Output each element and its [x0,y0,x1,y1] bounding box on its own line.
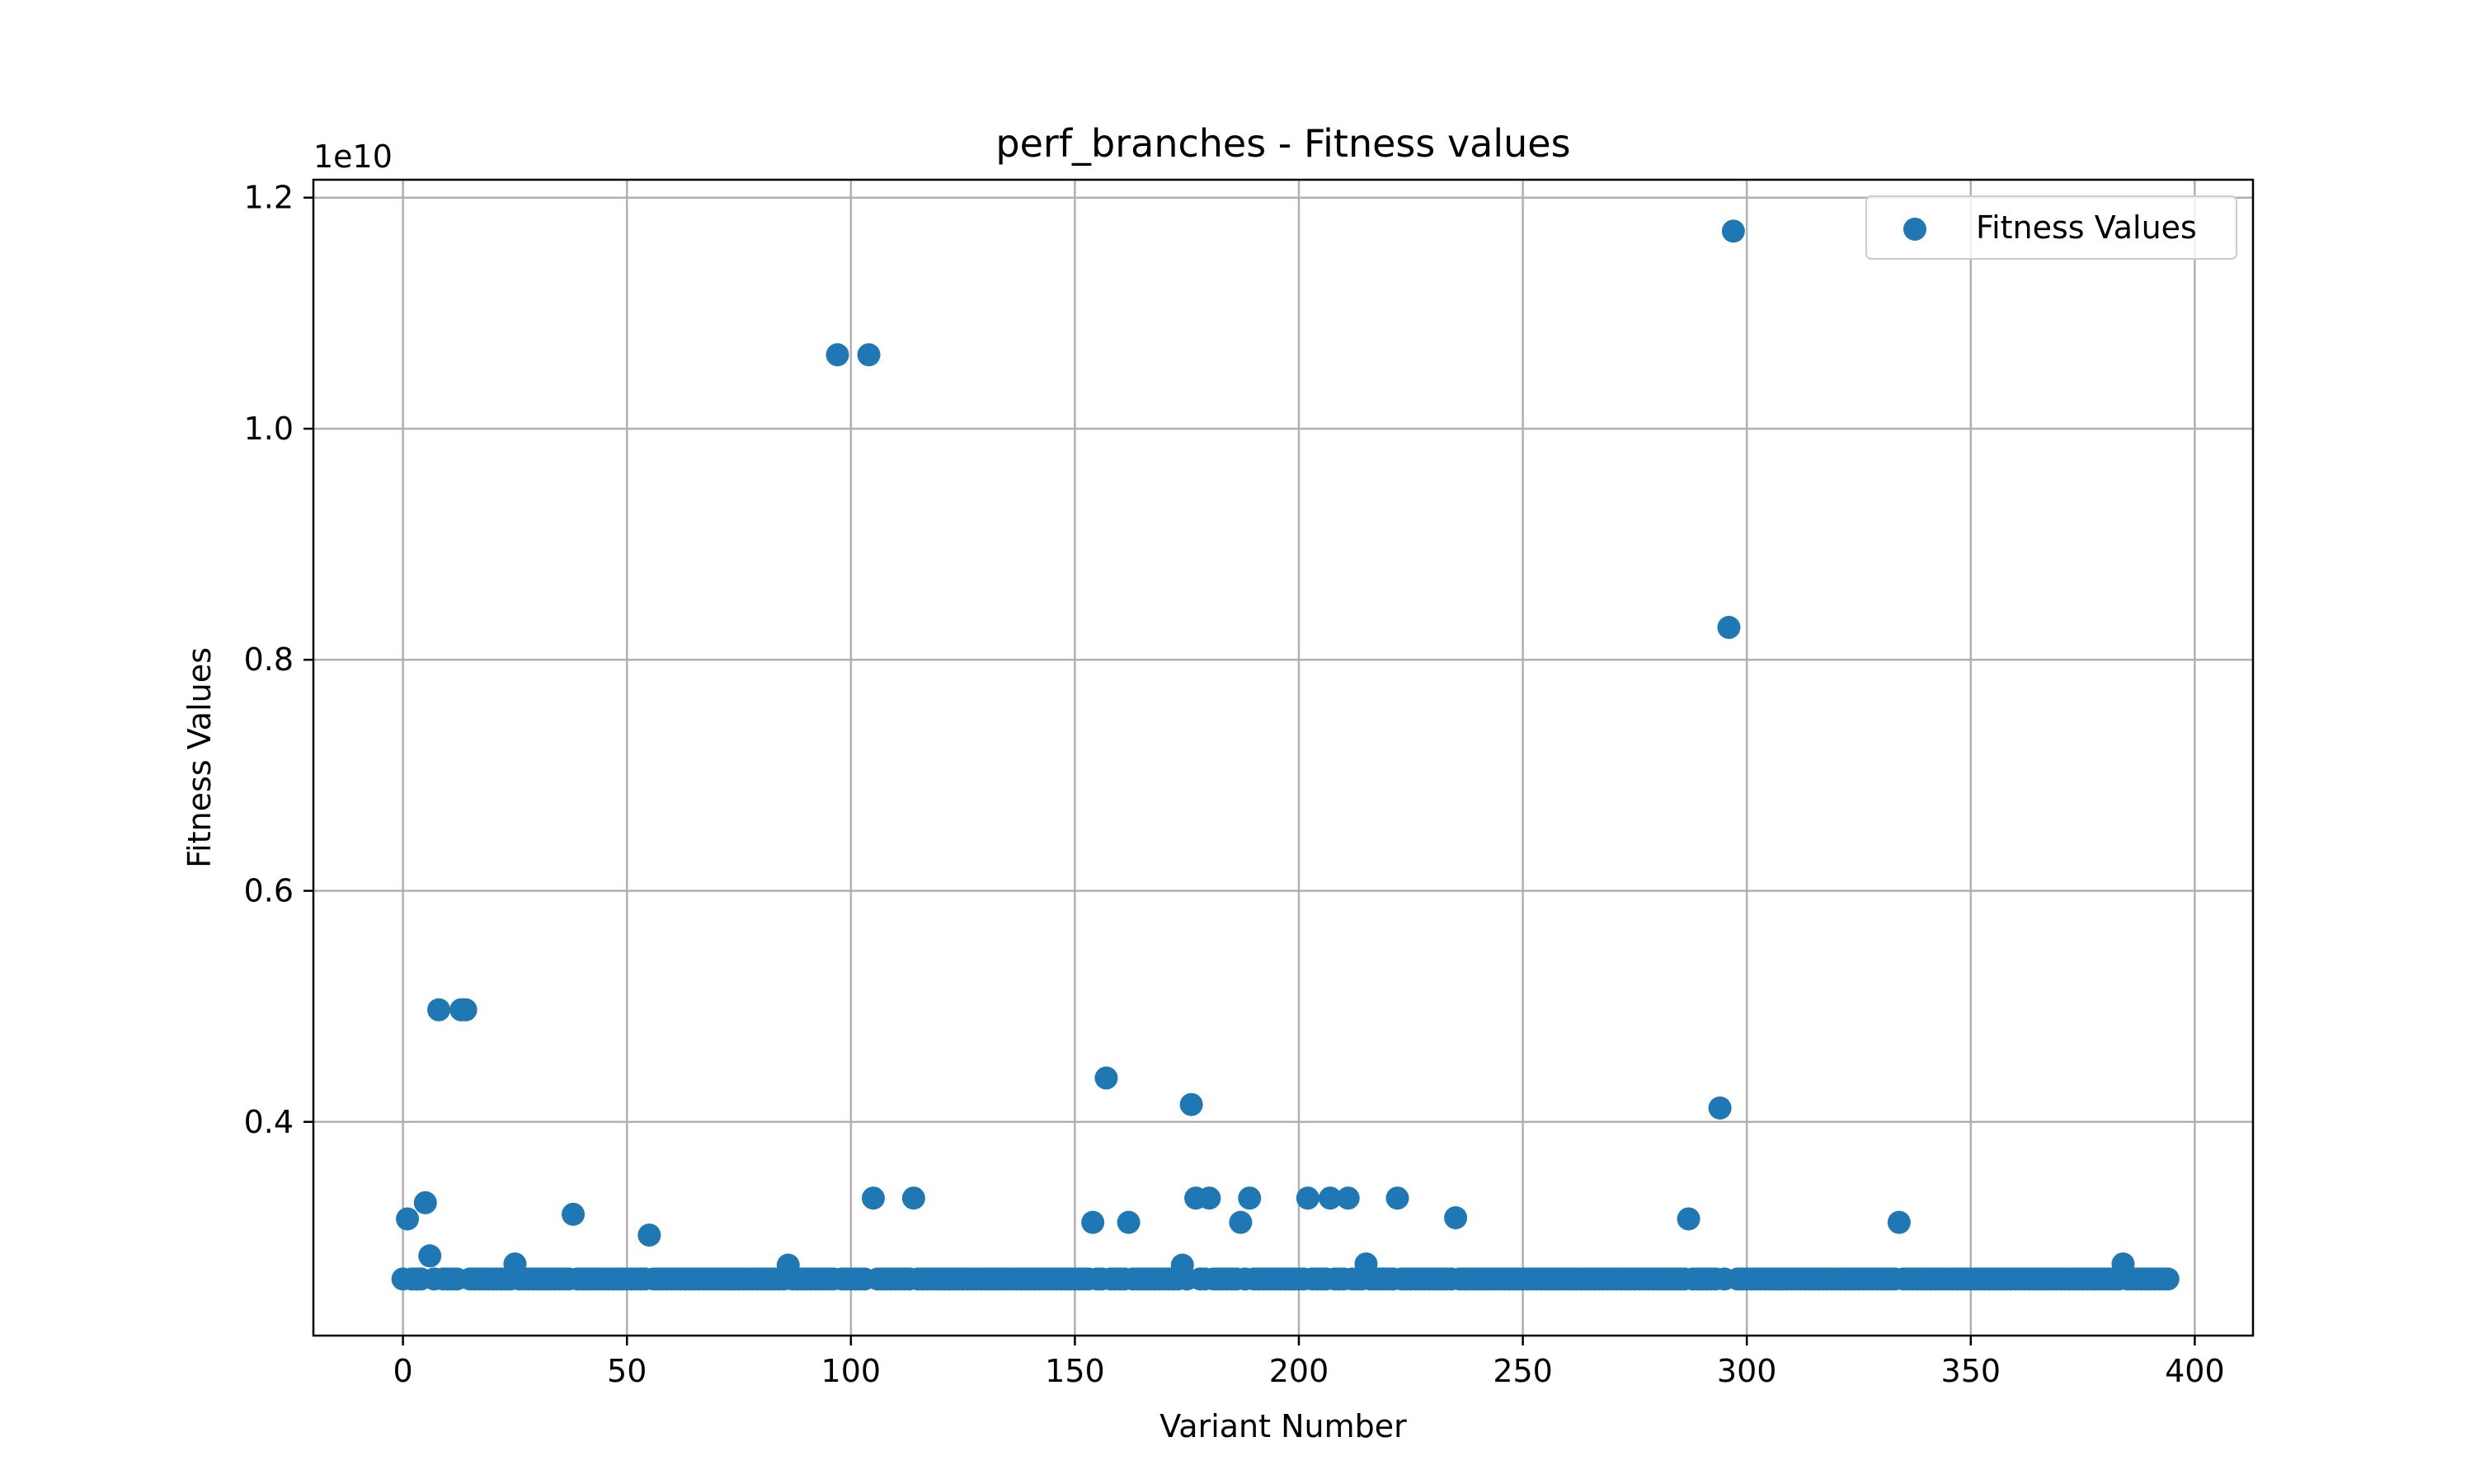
x-tick-label: 400 [2165,1353,2225,1389]
legend: Fitness Values [1865,195,2237,260]
x-tick-label: 250 [1493,1353,1553,1389]
data-point [2156,1267,2180,1291]
legend-marker [1903,218,1926,241]
data-point [1229,1210,1253,1234]
x-tick-label: 0 [393,1353,413,1389]
data-point [1444,1206,1468,1230]
x-tick-label: 150 [1045,1353,1105,1389]
data-point [454,998,477,1021]
data-point [861,1186,885,1210]
data-point [1296,1186,1319,1210]
data-point [427,998,451,1021]
data-point [1179,1092,1203,1116]
y-tick-label: 1.2 [244,180,294,216]
data-point [1336,1186,1360,1210]
y-tick-label: 1.0 [244,411,294,447]
data-point [1717,616,1741,640]
data-point [1238,1186,1262,1210]
data-point [1117,1210,1141,1234]
data-point [825,343,849,367]
data-point [1721,219,1745,243]
y-axis-ticks: 0.4 0.6 0.8 1.0 1.2 [244,180,313,1140]
data-point [637,1223,661,1247]
data-point [1170,1253,1194,1277]
y-tick-label: 0.4 [244,1104,294,1140]
y-axis-offset-label: 1e10 [313,139,393,175]
y-tick-label: 0.6 [244,872,294,909]
data-point [503,1252,527,1276]
x-tick-label: 200 [1269,1353,1329,1389]
data-point [562,1202,586,1226]
plot-area [313,180,2253,1336]
data-point [418,1244,442,1268]
x-axis-label: Variant Number [1159,1408,1407,1444]
data-point [1887,1210,1911,1234]
legend-box [1865,195,2237,260]
chart-title: perf_branches - Fitness values [995,121,1570,166]
data-point [776,1253,800,1277]
data-points [391,219,2180,1291]
legend-entry: Fitness Values [1976,209,2197,246]
data-point [396,1207,420,1231]
data-point [1319,1186,1343,1210]
data-point [1197,1186,1221,1210]
x-tick-label: 350 [1941,1353,2001,1389]
plot-frame [312,178,2255,1337]
x-tick-label: 300 [1717,1353,1777,1389]
data-point [857,343,881,367]
data-point [901,1186,925,1210]
data-point [1677,1207,1700,1231]
data-point [1081,1210,1105,1234]
x-tick-label: 50 [607,1353,647,1389]
data-point [413,1190,437,1214]
data-point [1094,1066,1118,1090]
y-axis-label: Fitness Values [181,647,218,868]
grid-lines [313,180,2253,1336]
data-point [1354,1252,1378,1276]
y-tick-label: 0.8 [244,641,294,678]
x-tick-label: 100 [821,1353,882,1389]
x-axis-ticks: 0 50 100 150 200 250 300 350 400 [393,1336,2225,1389]
data-point [1708,1096,1732,1120]
data-point [2111,1252,2135,1276]
data-point [1385,1186,1409,1210]
